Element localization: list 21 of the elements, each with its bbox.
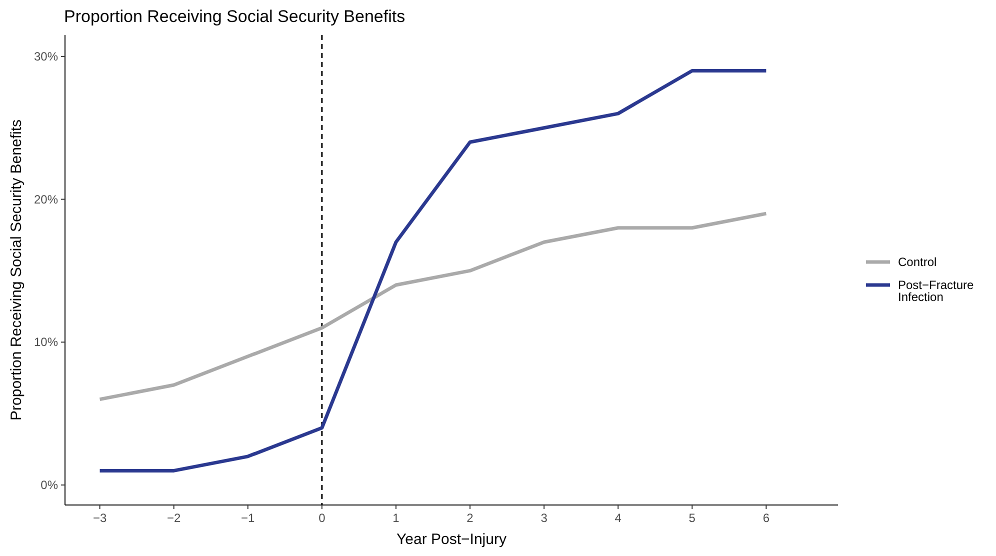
x-tick-label: 4	[614, 511, 622, 525]
y-tick-label: 30%	[34, 49, 58, 64]
y-axis-title: Proportion Receiving Social Security Benefits	[8, 120, 25, 420]
y-tick-label: 20%	[34, 192, 58, 206]
legend-label: Control	[898, 255, 937, 269]
line-series	[98, 212, 768, 402]
y-tick-label: 10%	[34, 335, 58, 350]
line-series	[98, 68, 768, 472]
x-tick-label: −2	[167, 511, 182, 525]
x-tick-label: −1	[241, 511, 256, 525]
x-tick-label: 2	[466, 511, 474, 525]
x-tick-label: 3	[540, 511, 548, 525]
x-tick-label: 5	[688, 511, 696, 525]
legend-label: Post−Fracture Infection	[898, 278, 974, 304]
x-tick-label: 1	[392, 511, 400, 525]
x-tick-label: 0	[318, 511, 326, 525]
x-axis-title: Year Post−Injury	[396, 531, 507, 548]
y-tick-label: 0%	[40, 478, 58, 492]
x-tick-label: −3	[92, 511, 107, 525]
x-tick-label: 6	[762, 511, 770, 525]
chart-title: Proportion Receiving Social Security Benefits	[64, 7, 406, 26]
